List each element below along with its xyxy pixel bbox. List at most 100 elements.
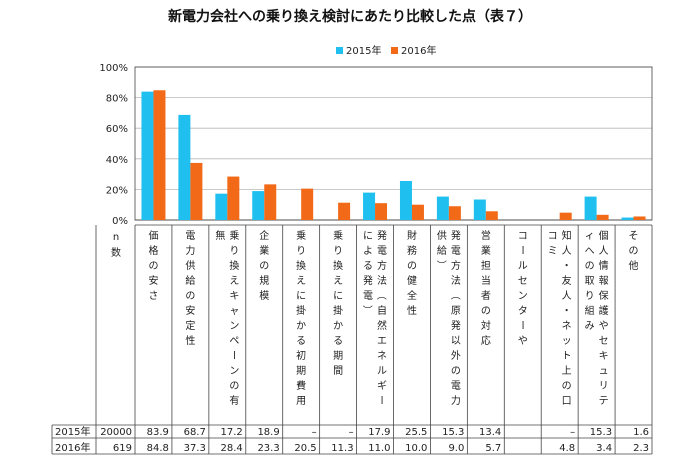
category-label-char: や (599, 320, 609, 332)
bar-2016年 (264, 184, 277, 220)
row-label: 2015年 (55, 425, 90, 438)
category-label-char: 口 (562, 396, 572, 407)
category-label-char: る (363, 260, 373, 272)
category-label-char: さ (148, 290, 158, 302)
category-label-char: 情 (599, 259, 609, 272)
category-label-char: 保 (599, 289, 609, 302)
category-label-char: り (333, 245, 343, 257)
category-label-char: コ (548, 231, 558, 242)
category-label-char: 有 (229, 394, 239, 407)
y-tick-label: 80% (106, 94, 128, 105)
bar-2016年 (448, 206, 461, 220)
category-label-char: 電 (451, 245, 461, 257)
bar-2016年 (301, 188, 314, 220)
table-cell: 25.5 (405, 427, 427, 438)
table-cell: 10.0 (405, 443, 427, 454)
category-label-char: に (363, 230, 373, 242)
category-label-char: 法 (451, 274, 461, 287)
category-label-char: 応 (481, 334, 491, 347)
category-label-char: ト (562, 351, 572, 362)
category-label-char: 掛 (333, 304, 343, 317)
category-label-char: ィ (585, 231, 595, 242)
table-cell: 4.8 (559, 443, 575, 454)
category-label-char: キ (599, 351, 609, 362)
table-cell: 23.3 (257, 443, 279, 454)
category-label-char: （ (449, 290, 461, 300)
category-label-char: 発 (451, 319, 461, 332)
bar-2016年 (375, 203, 388, 220)
category-label-char: 掛 (296, 304, 306, 317)
category-label-char: 換 (333, 260, 343, 272)
category-label-char: る (296, 335, 306, 347)
category-label-char: ） (435, 260, 447, 270)
category-label-char: 力 (185, 244, 195, 257)
category-label-char: 安 (185, 304, 195, 317)
category-label-char: 格 (148, 244, 158, 257)
chart-title: 新電力会社への乗り換え検討にあたり比較した点（表７） (168, 8, 532, 25)
table-cell: – (349, 427, 354, 438)
category-label-char: 人 (562, 245, 572, 257)
table-cell: 11.0 (368, 443, 390, 454)
bar-2015年 (436, 196, 449, 220)
category-label-char: 取 (585, 275, 595, 287)
bar-2016年 (485, 211, 498, 220)
category-label-char: み (585, 321, 595, 332)
table-cell: – (570, 427, 575, 438)
bar-2015年 (584, 196, 597, 220)
category-label-char: 業 (481, 244, 491, 257)
n-header: 数 (111, 246, 121, 259)
category-label-char: ー (375, 395, 386, 405)
category-label-char: る (333, 335, 343, 347)
table-cell: 37.3 (184, 443, 206, 454)
table-cell: 20.5 (294, 443, 316, 454)
category-label-char: キ (229, 291, 239, 302)
category-label-char: 企 (259, 229, 269, 242)
category-label-char: 以 (451, 336, 461, 347)
category-label-char: 人 (562, 290, 572, 302)
category-label-char: 間 (333, 365, 343, 377)
category-label-char: ネ (377, 350, 387, 362)
category-label-char: 価 (148, 229, 158, 242)
category-label-char: 方 (451, 259, 461, 272)
category-label-char: に (333, 290, 343, 302)
category-label-char: 供 (185, 259, 195, 272)
y-tick-label: 20% (106, 185, 128, 196)
bar-2015年 (473, 199, 486, 220)
category-label-char: 期 (296, 365, 306, 377)
category-label-char: リ (599, 381, 609, 392)
category-label-char: ッ (562, 336, 572, 347)
table-cell: 15.3 (590, 427, 612, 438)
category-label-char: 他 (629, 259, 639, 272)
table-cell: 18.9 (257, 427, 279, 438)
n-value: 20000 (100, 427, 132, 438)
category-label-char: か (296, 320, 306, 332)
table-cell: 13.4 (479, 427, 501, 438)
legend: 2015年 2016年 (336, 44, 436, 57)
category-label-char: 法 (377, 274, 387, 287)
bar-2015年 (621, 217, 634, 220)
table-cell: 3.4 (596, 443, 612, 454)
category-label-char: 営 (481, 229, 491, 242)
category-label-char: 個 (599, 229, 609, 242)
bar-2015年 (252, 191, 265, 220)
legend-label: 2015年 (346, 44, 381, 57)
category-label-char: セ (599, 335, 609, 347)
legend-swatch (391, 47, 398, 54)
legend-swatch (336, 47, 343, 54)
y-tick-label: 60% (106, 124, 128, 135)
row-label: 2016年 (55, 441, 90, 454)
bar-2015年 (215, 193, 228, 220)
category-label-char: タ (518, 305, 528, 317)
category-label-char: 乗 (229, 230, 239, 242)
category-label-char: 然 (377, 319, 387, 332)
category-label-char: ミ (548, 246, 558, 257)
category-label-char: や (518, 335, 528, 347)
category-label-char: 期 (333, 350, 343, 362)
table-cell: 1.6 (633, 427, 649, 438)
category-label-char: 給 (437, 244, 447, 257)
bar-2015年 (363, 192, 376, 220)
bar-2016年 (190, 162, 203, 220)
category-label-char: 無 (215, 229, 225, 242)
category-label-char: 乗 (333, 230, 343, 242)
